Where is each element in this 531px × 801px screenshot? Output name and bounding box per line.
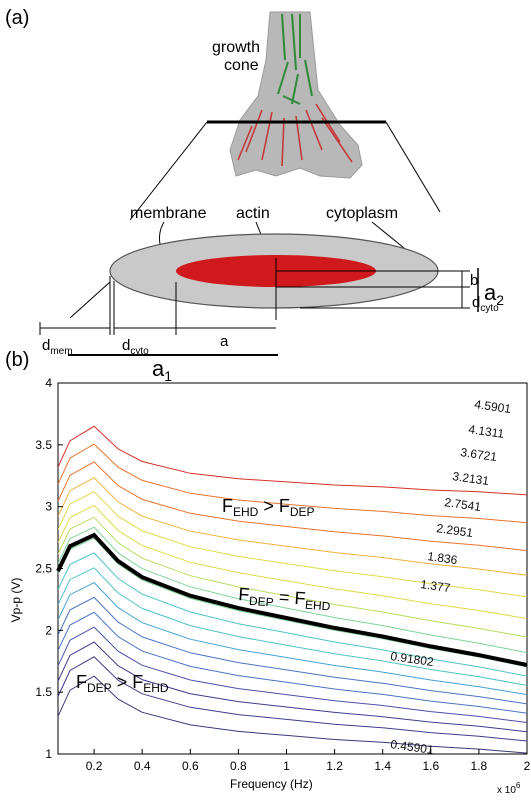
contour-level-label: 1.377: [420, 577, 452, 595]
x-multiplier: x 106: [497, 781, 521, 796]
membrane-leader: [159, 221, 165, 245]
x-axis-label: Frequency (Hz): [230, 777, 313, 791]
contour-lines: [58, 425, 527, 754]
x-tick-label: 0.2: [86, 759, 103, 773]
contour-level-label: 0.45901: [390, 737, 435, 757]
x-tick-label: 1.4: [374, 759, 391, 773]
contour-level-label: 4.5901: [474, 397, 513, 416]
contour-line: [58, 537, 527, 668]
y-axis-ticks: 1 1.5 2 2.5 3 3.5 4: [35, 376, 63, 761]
dim-b: b: [470, 272, 478, 289]
x-tick-label: 0.6: [182, 759, 199, 773]
contour-line: [58, 567, 527, 686]
contour-line: [58, 504, 527, 620]
membrane-label: membrane: [130, 205, 207, 222]
growth-cone-label-2: cone: [224, 57, 259, 74]
y-tick-label: 2: [45, 623, 52, 637]
region-lower-label: FDEP > FEHD: [76, 672, 169, 695]
region-boundary-label: FDEP = FEHD: [238, 584, 332, 613]
cytoplasm-leader: [371, 221, 405, 249]
x-tick-label: 0.4: [134, 759, 151, 773]
contour-line: [58, 626, 527, 723]
contour-line: [58, 596, 527, 705]
contour-chart: 4.59014.13113.67213.21312.75412.29511.83…: [35, 376, 530, 773]
plot-frame: [57, 382, 528, 755]
actin-label: actin: [236, 205, 270, 222]
x-tick-label: 0.8: [230, 759, 247, 773]
x-tick-label: 1: [283, 759, 290, 773]
x-tick-label: 1.6: [422, 759, 439, 773]
contour-level-label: 2.7541: [444, 495, 483, 514]
contour-level-label: 2.2951: [436, 521, 475, 540]
contour-level-label: 3.6721: [460, 445, 499, 464]
y-tick-label: 1: [45, 747, 52, 761]
contour-line: [58, 443, 527, 524]
contour-line: [58, 552, 527, 677]
contour-level-labels: 4.5901 4.1311 3.6721 3.2131 2.7541 2.2951 1.83…: [390, 397, 513, 757]
x-axis-ticks: 0.2 0.4 0.6 0.8 1 1.2 1.4 1.6 1.8 2: [86, 749, 531, 773]
contour-level-label: 3.2131: [452, 469, 491, 488]
dim-d-mem: dmem: [42, 337, 73, 357]
boundary-curve: [56, 532, 528, 667]
contour-line: [58, 611, 527, 714]
x-tick-label: 2: [524, 759, 531, 773]
dimension-lines: [39, 258, 470, 335]
contour-line: [58, 526, 527, 654]
y-tick-label: 1.5: [35, 685, 52, 699]
projection-line-left: [129, 121, 208, 221]
contour-line: [58, 516, 527, 638]
contour-level-label: 4.1311: [468, 422, 506, 441]
contour-line: [58, 581, 527, 696]
growth-cone-illustration: growth cone: [212, 11, 363, 179]
dim-a1: a1: [152, 356, 172, 384]
dim-a: a: [220, 333, 229, 350]
cytoplasm-label: cytoplasm: [326, 205, 398, 222]
panel-a-label: (a): [5, 7, 29, 29]
contour-level-label: 1.836: [427, 549, 459, 567]
contour-line: [58, 656, 527, 742]
y-tick-label: 2.5: [35, 562, 52, 576]
growth-cone-label-1: growth: [212, 39, 260, 56]
contour-line: [58, 425, 527, 496]
dim-d-cyto-right: dcyto: [472, 294, 499, 314]
region-upper-label: FEHD > FDEP: [222, 496, 315, 519]
dim-a2: a2: [484, 280, 504, 308]
contour-line: [58, 641, 527, 733]
contour-line: [58, 490, 527, 598]
panel-b-label: (b): [5, 349, 29, 371]
projection-line-right: [385, 121, 441, 213]
contour-line: [58, 461, 527, 552]
y-tick-label: 4: [45, 376, 52, 390]
dim-d-cyto: dcyto: [122, 337, 149, 357]
y-axis-label: Vp-p (V): [9, 578, 23, 623]
contour-line: [58, 477, 527, 576]
x-tick-label: 1.8: [471, 759, 488, 773]
x-tick-label: 1.2: [326, 759, 343, 773]
y-tick-label: 3.5: [35, 438, 52, 452]
contour-line: [58, 675, 527, 754]
y-tick-label: 3: [45, 500, 52, 514]
contour-level-label: 0.91802: [390, 649, 435, 669]
